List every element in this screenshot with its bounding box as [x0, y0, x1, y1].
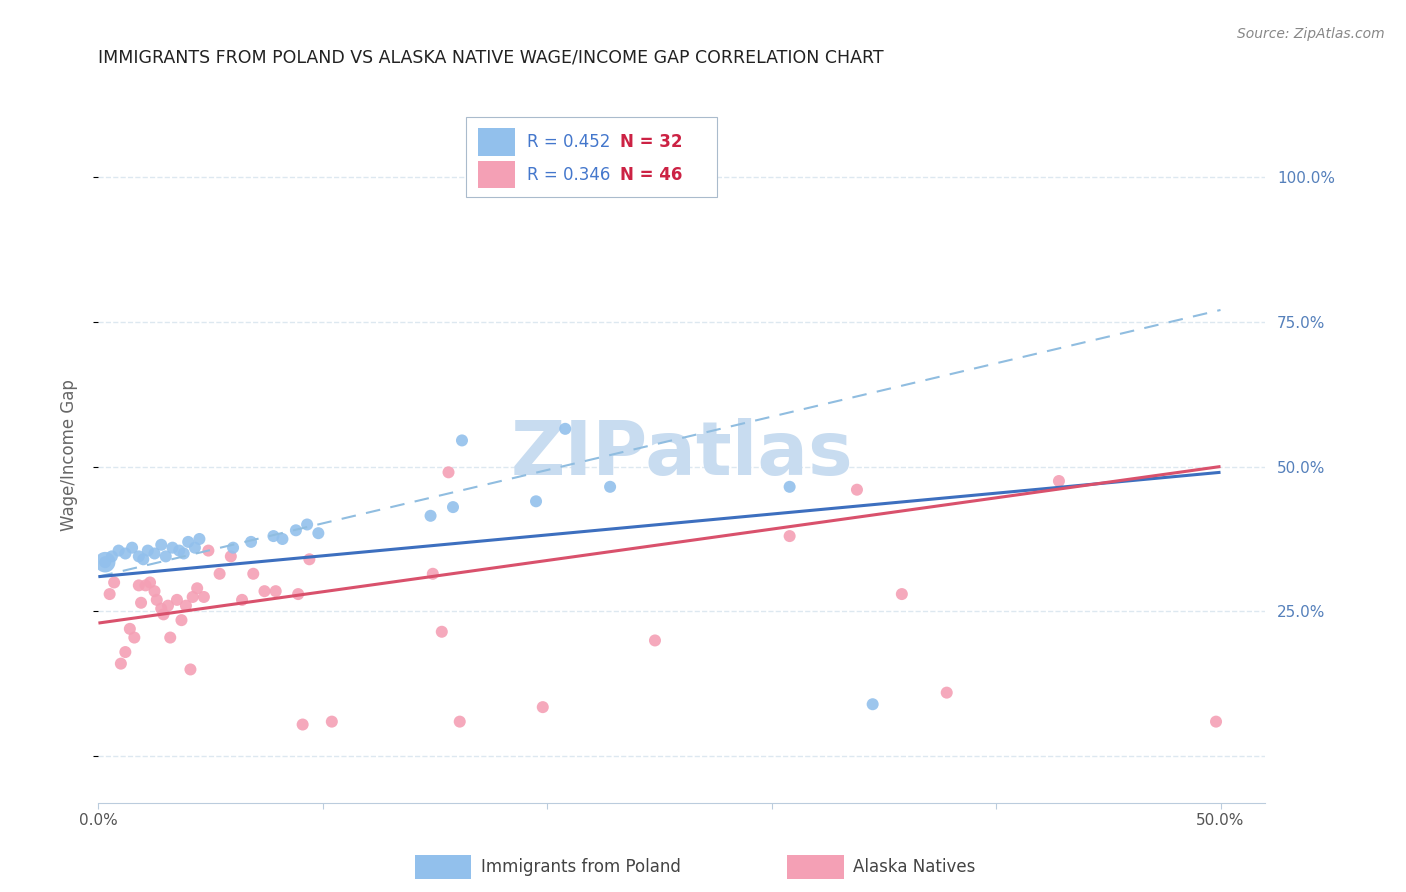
Point	[114, 645, 136, 659]
Point	[181, 590, 204, 604]
Point	[170, 613, 193, 627]
Point	[262, 529, 284, 543]
Point	[166, 592, 188, 607]
Point	[143, 584, 166, 599]
Text: R = 0.346: R = 0.346	[527, 166, 610, 184]
Point	[935, 685, 957, 699]
Point	[174, 599, 197, 613]
Point	[103, 575, 125, 590]
Point	[240, 534, 263, 549]
Point	[219, 549, 242, 564]
Point	[156, 599, 179, 613]
Point	[287, 587, 309, 601]
Point	[173, 546, 195, 561]
Text: N = 46: N = 46	[620, 166, 682, 184]
Point	[101, 549, 124, 564]
Point	[599, 480, 621, 494]
Point	[419, 508, 441, 523]
Point	[451, 434, 474, 448]
Text: R = 0.452: R = 0.452	[527, 133, 610, 151]
Point	[430, 624, 453, 639]
Point	[307, 526, 329, 541]
Point	[321, 714, 343, 729]
Point	[177, 534, 200, 549]
Point	[179, 662, 201, 677]
Point	[644, 633, 666, 648]
FancyBboxPatch shape	[465, 118, 717, 197]
Point	[441, 500, 464, 514]
Point	[1047, 474, 1070, 488]
Text: ZIPatlas: ZIPatlas	[510, 418, 853, 491]
Y-axis label: Wage/Income Gap: Wage/Income Gap	[59, 379, 77, 531]
Point	[146, 592, 169, 607]
Point	[107, 543, 129, 558]
FancyBboxPatch shape	[478, 161, 515, 188]
Point	[890, 587, 912, 601]
Point	[124, 631, 146, 645]
Point	[118, 622, 141, 636]
Point	[231, 592, 253, 607]
Text: Immigrants from Poland: Immigrants from Poland	[481, 858, 681, 876]
Point	[162, 541, 184, 555]
Point	[152, 607, 174, 622]
Point	[188, 532, 211, 546]
Point	[186, 582, 208, 596]
Point	[264, 584, 287, 599]
Point	[128, 549, 150, 564]
Point	[136, 543, 159, 558]
Point	[184, 541, 207, 555]
Point	[531, 700, 554, 714]
Point	[222, 541, 245, 555]
Point	[242, 566, 264, 581]
Point	[437, 466, 460, 480]
Point	[208, 566, 231, 581]
Point	[298, 552, 321, 566]
Point	[291, 717, 314, 731]
Point	[150, 538, 173, 552]
Point	[155, 549, 177, 564]
Point	[422, 566, 444, 581]
Point	[121, 541, 143, 555]
Point	[197, 543, 219, 558]
Text: Source: ZipAtlas.com: Source: ZipAtlas.com	[1237, 27, 1385, 41]
Point	[253, 584, 276, 599]
Point	[135, 578, 157, 592]
Point	[167, 543, 190, 558]
Point	[139, 575, 162, 590]
Text: IMMIGRANTS FROM POLAND VS ALASKA NATIVE WAGE/INCOME GAP CORRELATION CHART: IMMIGRANTS FROM POLAND VS ALASKA NATIVE …	[98, 49, 884, 67]
Text: Alaska Natives: Alaska Natives	[853, 858, 976, 876]
Point	[143, 546, 166, 561]
Point	[193, 590, 215, 604]
Point	[846, 483, 869, 497]
Point	[779, 480, 801, 494]
Point	[94, 555, 117, 569]
Point	[554, 422, 576, 436]
Point	[1205, 714, 1227, 729]
Point	[449, 714, 471, 729]
Point	[98, 587, 121, 601]
Point	[524, 494, 547, 508]
Point	[132, 552, 155, 566]
Point	[110, 657, 132, 671]
Point	[862, 698, 884, 712]
Point	[94, 555, 117, 569]
Point	[159, 631, 181, 645]
Point	[114, 546, 136, 561]
Text: N = 32: N = 32	[620, 133, 682, 151]
Point	[284, 523, 307, 537]
Point	[295, 517, 318, 532]
Point	[150, 601, 173, 615]
Point	[779, 529, 801, 543]
FancyBboxPatch shape	[478, 128, 515, 156]
Point	[271, 532, 294, 546]
Point	[129, 596, 152, 610]
Point	[128, 578, 150, 592]
